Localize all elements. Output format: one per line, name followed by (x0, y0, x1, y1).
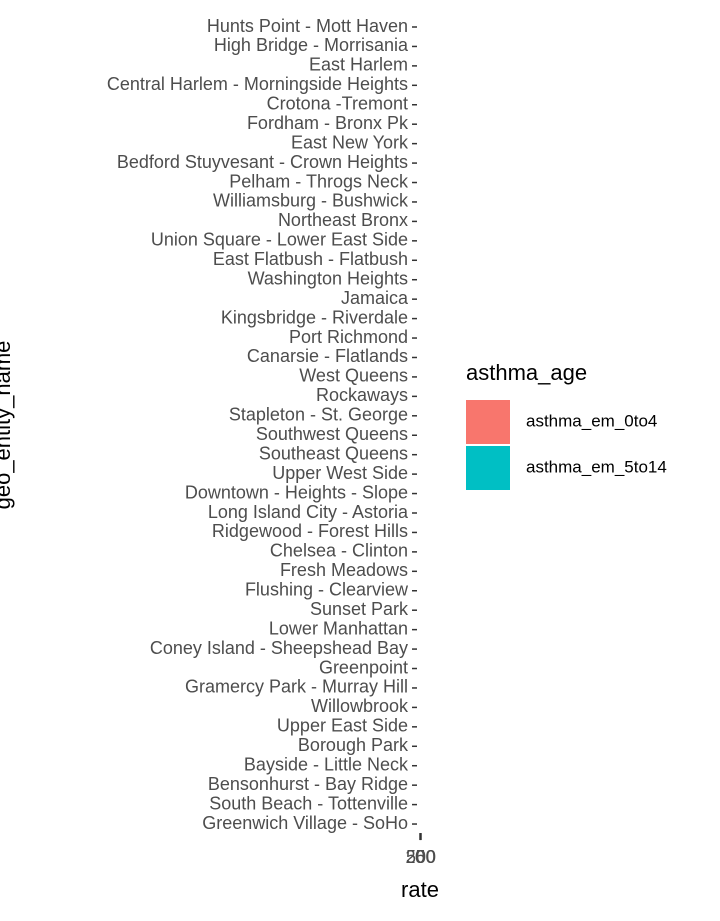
y-tick-label: Stapleton - St. George (229, 405, 408, 425)
y-tick-label: East Flatbush - Flatbush (213, 249, 408, 269)
y-tick-label: Pelham - Throgs Neck (229, 171, 409, 191)
y-tick-label: Jamaica (341, 288, 409, 308)
y-tick-label: Ridgewood - Forest Hills (212, 521, 408, 541)
y-tick-label: High Bridge - Morrisania (214, 35, 409, 55)
y-tick-label: West Queens (299, 366, 408, 386)
y-tick-label: Willowbrook (311, 696, 409, 716)
legend-key (466, 400, 510, 444)
y-tick-label: East New York (291, 132, 409, 152)
y-tick-label: Rockaways (316, 385, 408, 405)
y-tick-label: Crotona -Tremont (267, 94, 408, 114)
y-tick-label: Fordham - Bronx Pk (247, 113, 409, 133)
y-tick-label: Washington Heights (248, 268, 408, 288)
y-tick-label: Flushing - Clearview (245, 580, 409, 600)
y-tick-label: Gramercy Park - Murray Hill (185, 677, 408, 697)
legend-key (466, 446, 510, 490)
y-tick-label: Bayside - Little Neck (244, 754, 409, 774)
y-tick-label: Upper West Side (272, 463, 408, 483)
y-tick-label: Central Harlem - Morningside Heights (107, 74, 408, 94)
y-tick-label: Southwest Queens (256, 424, 408, 444)
legend-label: asthma_em_5to14 (526, 457, 667, 476)
x-tick-label: 500 (406, 847, 436, 867)
y-tick-label: Upper East Side (277, 716, 408, 736)
y-tick-label: Williamsburg - Bushwick (213, 191, 409, 211)
y-tick-label: Lower Manhattan (269, 618, 408, 638)
y-tick-label: Canarsie - Flatlands (247, 346, 408, 366)
y-tick-label: Bensonhurst - Bay Ridge (208, 774, 408, 794)
y-tick-label: Kingsbridge - Riverdale (221, 307, 408, 327)
y-tick-label: Southeast Queens (259, 443, 408, 463)
y-tick-label: East Harlem (309, 55, 408, 75)
y-tick-label: Port Richmond (289, 327, 408, 347)
y-tick-label: Hunts Point - Mott Haven (207, 16, 408, 36)
y-tick-label: Borough Park (298, 735, 409, 755)
x-axis-title: rate (401, 877, 439, 902)
y-tick-label: South Beach - Tottenville (209, 793, 408, 813)
y-tick-label: Greenwich Village - SoHo (202, 813, 408, 833)
y-tick-label: Fresh Meadows (280, 560, 408, 580)
y-axis-title: geo_entity_name (0, 341, 15, 510)
y-tick-label: Long Island City - Astoria (208, 502, 409, 522)
y-tick-label: Northeast Bronx (278, 210, 408, 230)
y-tick-label: Downtown - Heights - Slope (185, 482, 408, 502)
legend-title: asthma_age (466, 360, 587, 385)
y-tick-label: Chelsea - Clinton (270, 541, 408, 561)
y-tick-label: Sunset Park (310, 599, 409, 619)
x-tick-label: 0 (415, 847, 425, 867)
y-tick-label: Greenpoint (319, 657, 408, 677)
legend-label: asthma_em_0to4 (526, 411, 657, 430)
x-tick-label: 250 (405, 847, 435, 867)
y-tick-label: Union Square - Lower East Side (151, 230, 408, 250)
y-tick-label: Coney Island - Sheepshead Bay (150, 638, 408, 658)
y-tick-label: Bedford Stuyvesant - Crown Heights (117, 152, 408, 172)
